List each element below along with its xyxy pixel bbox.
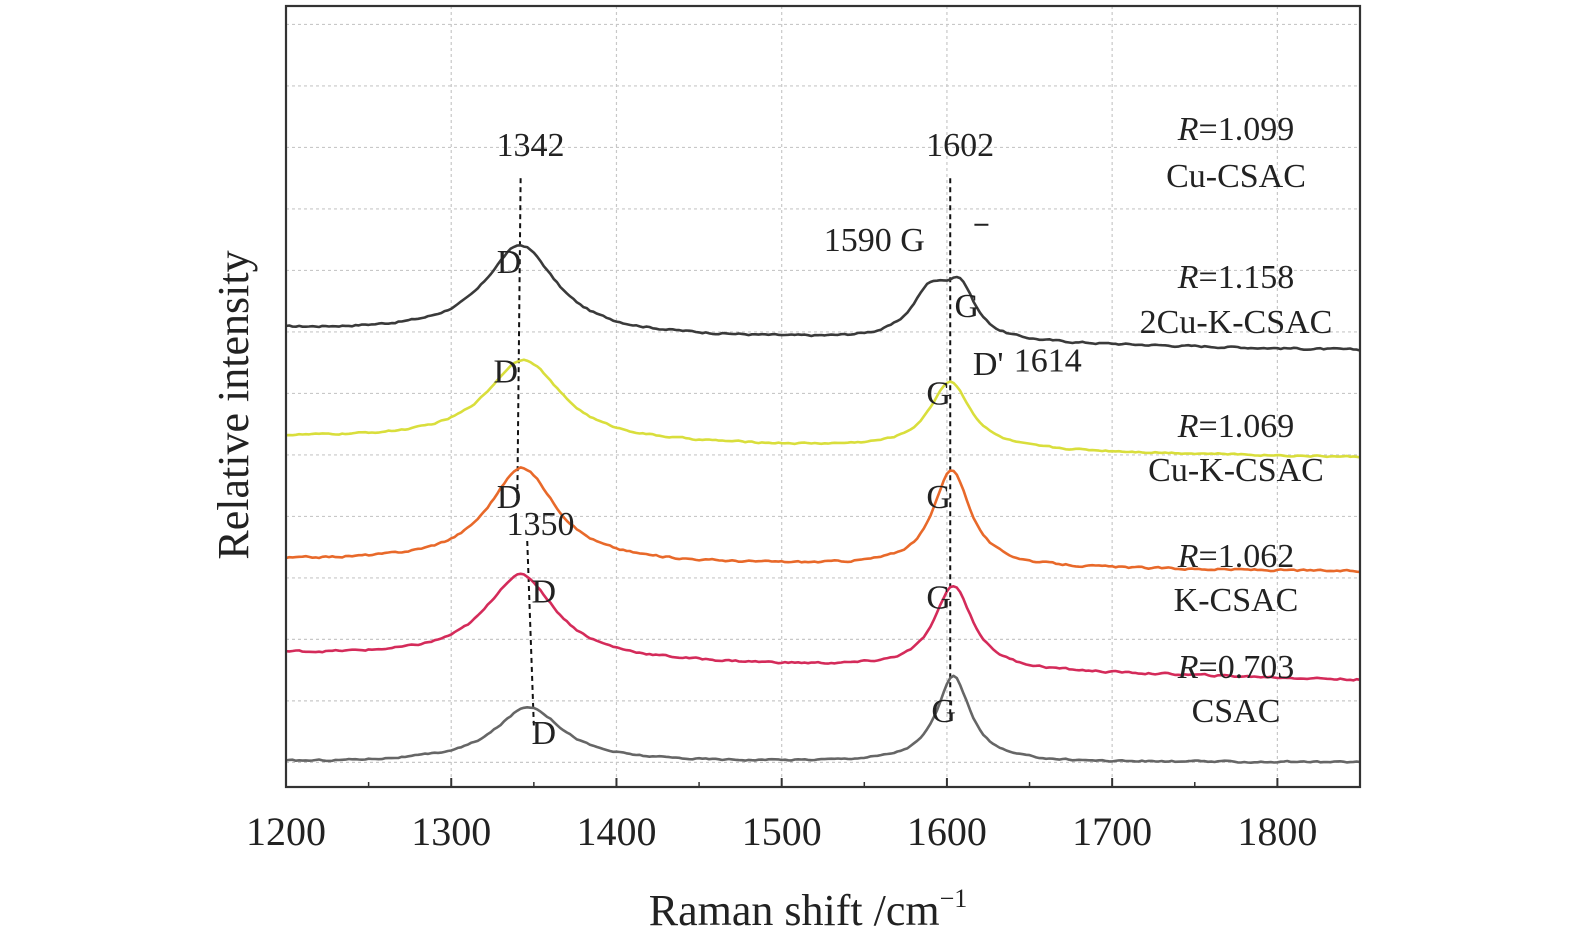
- peak-annotation: G: [954, 288, 979, 325]
- series-name-label: CSAC: [1192, 693, 1281, 730]
- r-value-label: R=1.099: [1177, 111, 1294, 148]
- r-value-label: R=0.703: [1177, 649, 1294, 686]
- r-value-label: R=1.062: [1177, 538, 1294, 575]
- peak-annotation: D: [497, 244, 522, 281]
- peak-guide-lines: [516, 178, 952, 726]
- peak-guide-line: [516, 178, 522, 498]
- series-line-k-csac: [285, 572, 1361, 682]
- peak-annotation: 1602: [926, 127, 994, 164]
- x-tick-label: 1800: [1237, 809, 1317, 854]
- peak-annotation: G: [926, 375, 951, 412]
- peak-annotation: D': [973, 346, 1004, 383]
- x-axis: 1200 1300 1400 1500 1600 1700 1800: [246, 778, 1317, 854]
- gridlines: [286, 6, 1360, 787]
- series-line-cu-csac: [285, 244, 1361, 352]
- r-value-label: R=1.158: [1177, 259, 1294, 296]
- plot-frame: [284, 4, 1362, 789]
- x-tick-label: 1300: [411, 809, 491, 854]
- r-symbol: R: [1177, 259, 1199, 296]
- peak-annotation: 1350: [506, 506, 574, 543]
- series-name-label: Cu-K-CSAC: [1148, 452, 1324, 489]
- series-labels: R=1.099Cu-CSACR=1.1582Cu-K-CSACR=1.069Cu…: [1140, 111, 1333, 730]
- r-value: =0.703: [1199, 649, 1295, 686]
- x-tick-label: 1700: [1072, 809, 1152, 854]
- r-symbol: R: [1177, 538, 1199, 575]
- peak-annotation: D: [531, 574, 556, 611]
- peak-annotation: D: [531, 715, 556, 752]
- series-line-2cu-k-csac: [285, 358, 1361, 459]
- series-line-cu-k-csac: [285, 466, 1361, 574]
- x-axis-title-superscript: −1: [940, 884, 968, 913]
- peak-annotation: 1342: [497, 127, 565, 164]
- r-value-label: R=1.069: [1177, 408, 1294, 445]
- peak-annotation: D: [493, 353, 518, 390]
- x-tick-label: 1600: [907, 809, 987, 854]
- x-tick-label: 1400: [576, 809, 656, 854]
- x-tick-label: 1200: [246, 809, 326, 854]
- peak-annotation: G: [931, 693, 956, 730]
- r-symbol: R: [1177, 111, 1199, 148]
- y-axis-title: Relative intensity: [209, 250, 258, 559]
- peak-guide-line: [526, 540, 535, 726]
- x-axis-title: Raman shift /cm−1: [649, 884, 968, 935]
- r-symbol: R: [1177, 649, 1199, 686]
- peak-annotation: G: [926, 479, 951, 516]
- peak-annotation: G: [926, 580, 951, 617]
- r-value: =1.069: [1199, 408, 1295, 445]
- peak-annotation: 1614: [1014, 342, 1082, 379]
- r-symbol: R: [1177, 408, 1199, 445]
- series-name-label: 2Cu-K-CSAC: [1140, 304, 1333, 341]
- r-value: =1.099: [1199, 111, 1295, 148]
- r-value: =1.158: [1199, 259, 1295, 296]
- x-tick-label: 1500: [742, 809, 822, 854]
- spectra: [285, 244, 1361, 764]
- r-value: =1.062: [1199, 538, 1295, 575]
- peak-annotation: D: [497, 479, 522, 516]
- series-name-label: Cu-CSAC: [1166, 158, 1306, 195]
- series-name-label: K-CSAC: [1174, 582, 1299, 619]
- peak-annotation: 1590 G: [824, 222, 925, 259]
- series-line-csac: [285, 674, 1361, 764]
